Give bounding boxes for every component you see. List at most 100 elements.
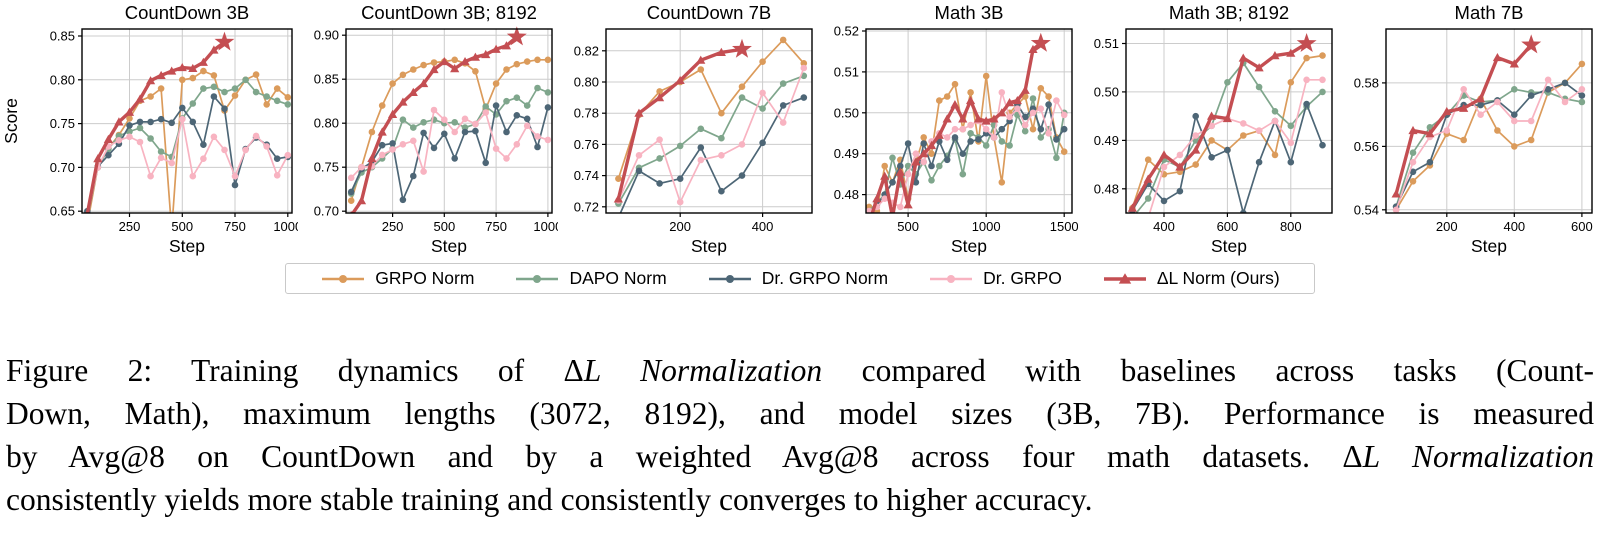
x-tick-label: 500 [171, 219, 193, 234]
y-tick-label: 0.51 [834, 64, 859, 79]
x-tick-label: 1000 [533, 219, 558, 234]
legend-row: GRPO Norm DAPO Norm Dr. GRPO Norm Dr. GR… [0, 263, 1600, 294]
axes-box [1385, 28, 1593, 214]
gridlines [1386, 29, 1592, 213]
y-tick-label: 0.80 [50, 72, 75, 87]
series-line-dr-grpo [1395, 78, 1583, 211]
legend-label: Dr. GRPO [983, 268, 1062, 288]
y-tick-label: 0.54 [1354, 202, 1379, 217]
y-tick-label: 0.52 [834, 24, 859, 39]
legend-item-grpo-norm: GRPO Norm [320, 268, 474, 289]
grpo-norm-marker-icon [322, 274, 365, 283]
series-line-dr-grpo [617, 67, 805, 203]
dr-grpo-marker-icon [930, 274, 973, 283]
x-tick-label: 200 [669, 219, 691, 234]
legend-label: Dr. GRPO Norm [761, 268, 889, 288]
x-tick-label: 250 [382, 219, 404, 234]
x-tick-label: 400 [752, 219, 774, 234]
y-tick-label: 0.80 [314, 116, 339, 131]
legend-item-delta-l-norm: ΔL Norm (Ours) [1102, 268, 1280, 289]
y-tick-label: 0.50 [1094, 84, 1119, 99]
y-tick-label: 0.90 [314, 28, 339, 43]
gridlines [82, 29, 292, 213]
series-line-dapo-norm [1395, 88, 1583, 207]
x-tick-label: 1000 [972, 219, 1001, 234]
plot-math-7b: 200 400 600 0.54 0.56 0.58 Math 7B Step [1354, 2, 1593, 256]
gridlines [1126, 29, 1332, 213]
y-tick-label: 0.70 [314, 204, 339, 219]
caption-line-3: by Avg@8 on CountDown and by a weighted … [6, 435, 1594, 478]
y-tick-label: 0.70 [50, 160, 75, 175]
x-tick-label: 1000 [273, 219, 298, 234]
y-tick-label: 0.48 [1094, 181, 1119, 196]
caption-italic-text: L Normalization [583, 353, 823, 388]
legend-label: GRPO Norm [375, 268, 475, 288]
series-line--l-norm-ours- [1130, 42, 1308, 210]
y-tick-label: 0.75 [314, 160, 339, 175]
y-tick-label: 0.50 [834, 105, 859, 120]
y-tick-label: 0.74 [574, 168, 599, 183]
final-star-marker [1521, 34, 1542, 54]
y-tick-label: 0.65 [50, 204, 75, 219]
plot-math-3b: 500 1000 1500 0.48 0.49 0.50 0.51 0.52 Math 3B St… [834, 2, 1078, 256]
dr-grpo-norm-marker-icon [708, 274, 751, 283]
y-tick-label: 0.76 [574, 137, 599, 152]
plot-title: Math 3B; 8192 [1169, 2, 1289, 23]
x-axis-label: Step [951, 236, 987, 256]
x-tick-label: 250 [119, 219, 141, 234]
final-star-marker [214, 31, 235, 51]
y-tick-label: 0.48 [834, 187, 859, 202]
axes-box [1125, 28, 1333, 214]
y-tick-label: 0.80 [574, 75, 599, 90]
gridlines [866, 29, 1072, 213]
y-tick-label: 0.82 [574, 43, 599, 58]
caption-line-4: consistently yields more stable training… [6, 478, 1594, 521]
axes-box [605, 28, 813, 214]
x-tick-label: 500 [897, 219, 919, 234]
y-axis-label: Score [2, 98, 21, 144]
y-tick-label: 0.75 [50, 116, 75, 131]
x-axis-label: Step [431, 236, 467, 256]
x-axis-label: Step [169, 236, 205, 256]
y-tick-label: 0.49 [834, 146, 859, 161]
y-tick-label: 0.85 [50, 29, 75, 44]
y-tick-label: 0.56 [1354, 139, 1379, 154]
final-star-marker [1296, 33, 1317, 52]
plot-title: Math 7B [1455, 2, 1524, 23]
axes-box [81, 28, 293, 214]
delta-l-norm-marker-icon [1103, 272, 1146, 284]
final-star-marker [506, 26, 527, 46]
caption-line-2: Down, Math), maximum lengths (3072, 8192… [6, 392, 1594, 435]
x-tick-label: 750 [224, 219, 246, 234]
plot-title: CountDown 3B [125, 2, 249, 23]
legend-item-dr-grpo-norm: Dr. GRPO Norm [707, 268, 888, 289]
plots-row: 250 500 750 1000 0.65 0.70 0.75 0.80 0.85 CountDo… [0, 0, 1600, 258]
series-line-dr-grpo-norm [619, 96, 805, 213]
caption-text: Down, Math), maximum lengths (3072, 8192… [6, 396, 1594, 431]
caption-text: Figure 2: Training dynamics of Δ [6, 353, 584, 388]
y-tick-label: 0.78 [574, 106, 599, 121]
y-tick-label: 0.49 [1094, 133, 1119, 148]
y-tick-label: 0.51 [1094, 36, 1119, 51]
caption-text: by Avg@8 on CountDown and by a weighted … [6, 439, 1363, 474]
x-tick-label: 600 [1217, 219, 1239, 234]
caption-text: compared with baselines across tasks (Co… [822, 353, 1594, 388]
x-tick-label: 800 [1280, 219, 1302, 234]
x-tick-label: 200 [1436, 219, 1458, 234]
y-tick-label: 0.72 [574, 199, 599, 214]
x-tick-label: 750 [485, 219, 507, 234]
plot-title: CountDown 3B; 8192 [361, 2, 537, 23]
final-star-marker [732, 38, 752, 58]
plot-countdown-7b: 200 400 0.72 0.74 0.76 0.78 0.80 0.82 CountDown … [574, 2, 813, 256]
legend-label: ΔL Norm (Ours) [1156, 268, 1280, 288]
caption-text: consistently yields more stable training… [6, 482, 1093, 517]
y-tick-label: 0.58 [1354, 75, 1379, 90]
plot-math-3b-8192: 400 600 800 0.48 0.49 0.50 0.51 Math 3B; 8192 St… [1094, 2, 1333, 256]
plot-countdown-3b-8192: 250 500 750 1000 0.70 0.75 0.80 0.85 0.90 CountDo… [314, 2, 558, 256]
x-axis-label: Step [691, 236, 727, 256]
x-tick-label: 1500 [1050, 219, 1078, 234]
series-line--l-norm-ours- [870, 41, 1042, 213]
caption-italic-text: L Normalization [1362, 439, 1594, 474]
figure-caption: Figure 2: Training dynamics of ΔL Normal… [6, 349, 1594, 521]
